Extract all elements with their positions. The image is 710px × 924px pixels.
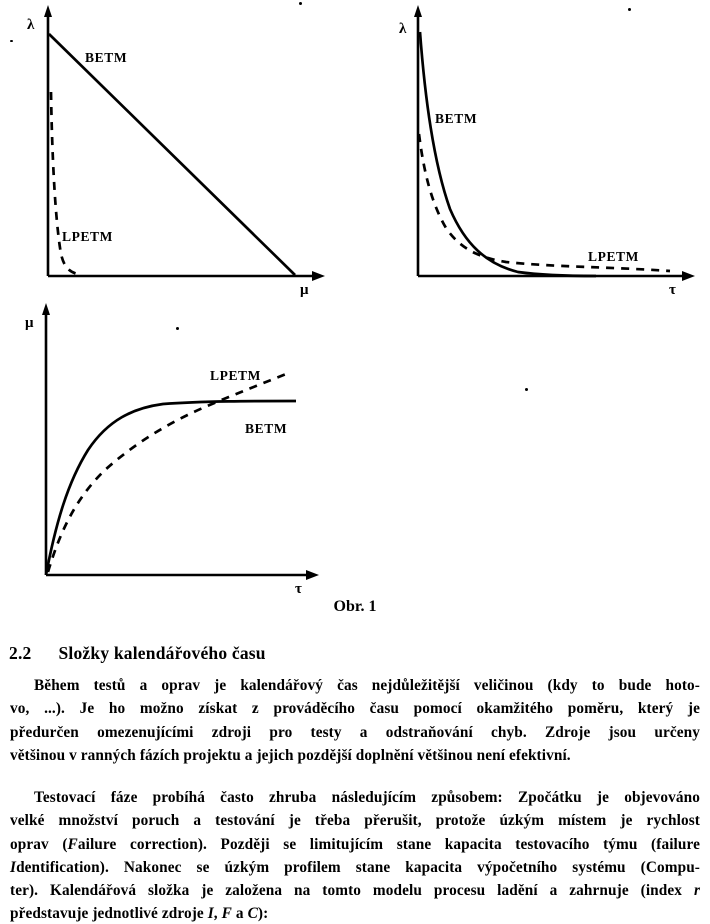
text-segment: Testovací fáze probíhá často zhruba násl… bbox=[34, 789, 700, 806]
text-line: vo, ...). Je ho možno získat z prováděcí… bbox=[10, 697, 700, 720]
text-segment: představuje jednotlivé zdroje bbox=[10, 905, 208, 923]
section-number: 2.2 bbox=[9, 643, 32, 663]
scan-speck bbox=[628, 8, 631, 11]
x-axis-arrow-icon bbox=[306, 570, 319, 580]
text-line: většinou v ranných fázích projektu a jej… bbox=[10, 744, 700, 767]
betm-curve-label: BETM bbox=[245, 421, 287, 436]
text-segment: a bbox=[231, 905, 248, 923]
text-line: Během testů a oprav je kalendářový čas n… bbox=[10, 674, 700, 697]
y-axis-arrow-icon bbox=[42, 303, 50, 315]
scan-speck bbox=[299, 2, 302, 5]
betm-curve bbox=[418, 31, 597, 278]
y-axis-arrow-icon bbox=[44, 5, 52, 17]
text-segment: ): bbox=[257, 905, 269, 923]
betm-curve bbox=[48, 33, 296, 276]
figure-panel-lambda-mu: λ μ BETM LPETM bbox=[27, 5, 325, 298]
figure-panel-mu-tau: μ τ LPETM BETM bbox=[25, 303, 319, 597]
text-segment: velké množství poruch a testování je tře… bbox=[10, 812, 700, 830]
betm-curve-label: BETM bbox=[85, 50, 127, 65]
text-line: velké množství poruch a testování je tře… bbox=[10, 809, 700, 832]
text-segment: většinou v ranných fázích projektu a jej… bbox=[10, 746, 571, 764]
lpetm-curve bbox=[46, 370, 292, 573]
italic-text: r bbox=[693, 882, 700, 900]
x-axis-arrow-icon bbox=[682, 271, 695, 281]
text-line: ter). Kalendářová složka je založena na … bbox=[10, 879, 700, 902]
text-segment: ailure correction). Později se limitujíc… bbox=[77, 835, 700, 853]
section-heading: 2.2 Složky kalendářového času bbox=[9, 643, 266, 664]
figure-panel-lambda-tau: λ τ BETM LPETM bbox=[399, 5, 695, 298]
italic-text: F bbox=[67, 835, 78, 853]
text-line: představuje jednotlivé zdroje I, F a C): bbox=[10, 902, 700, 924]
body-paragraph-2: Testovací fáze probíhá často zhruba násl… bbox=[10, 786, 700, 924]
text-segment: oprav ( bbox=[10, 835, 68, 853]
text-line: Testovací fáze probíhá často zhruba násl… bbox=[10, 786, 700, 809]
lpetm-curve-label: LPETM bbox=[210, 368, 261, 383]
figure-caption: Obr. 1 bbox=[333, 598, 377, 615]
text-segment: dentification). Nakonec se úzkým profile… bbox=[16, 858, 700, 876]
text-segment: předurčen omezenujícími zdroji pro testy… bbox=[10, 723, 700, 741]
italic-text: I bbox=[207, 905, 214, 923]
italic-text: F bbox=[221, 905, 232, 923]
x-axis-label: τ bbox=[295, 581, 302, 597]
section-title: Složky kalendářového času bbox=[58, 643, 266, 663]
lpetm-curve-label: LPETM bbox=[62, 229, 113, 244]
text-line: předurčen omezenujícími zdroji pro testy… bbox=[10, 721, 700, 744]
lpetm-curve bbox=[49, 91, 83, 277]
text-segment: ter). Kalendářová složka je založena na … bbox=[10, 882, 694, 900]
text-segment: Během testů a oprav je kalendářový čas n… bbox=[34, 677, 700, 694]
scan-speck bbox=[525, 388, 528, 391]
text-line: oprav (Failure correction). Později se l… bbox=[10, 833, 700, 856]
y-axis-label: μ bbox=[25, 315, 34, 331]
body-paragraph-1: Během testů a oprav je kalendářový čas n… bbox=[10, 674, 700, 767]
italic-text: C bbox=[247, 905, 258, 923]
x-axis-arrow-icon bbox=[312, 271, 325, 281]
betm-curve-label: BETM bbox=[435, 111, 477, 126]
y-axis-arrow-icon bbox=[414, 5, 422, 17]
italic-text: I bbox=[10, 858, 17, 876]
scan-speck bbox=[176, 327, 179, 330]
scan-speck bbox=[10, 40, 13, 42]
text-segment: vo, ...). Je ho možno získat z prováděcí… bbox=[10, 700, 700, 718]
text-segment: , bbox=[213, 905, 222, 923]
x-axis-label: τ bbox=[669, 282, 676, 298]
betm-curve bbox=[44, 399, 297, 576]
y-axis-label: λ bbox=[27, 17, 35, 33]
y-axis-label: λ bbox=[399, 21, 407, 37]
x-axis-label: μ bbox=[300, 282, 309, 298]
lpetm-curve-label: LPETM bbox=[588, 249, 639, 264]
text-line: Identification). Nakonec se úzkým profil… bbox=[10, 856, 700, 879]
